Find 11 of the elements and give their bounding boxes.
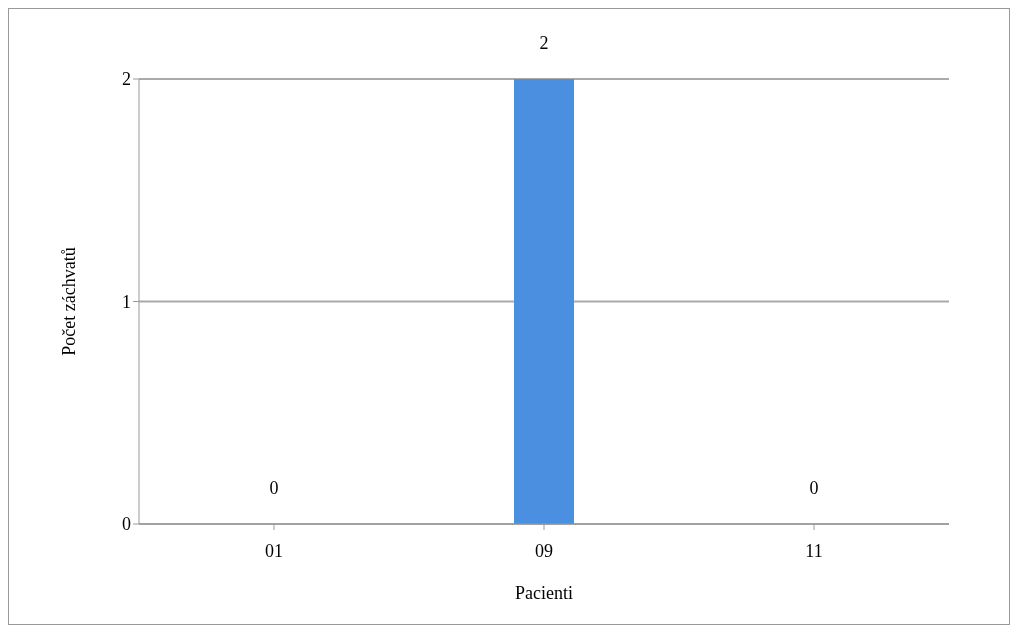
x-axis-title: Pacienti (515, 583, 573, 603)
data-label: 2 (539, 33, 549, 53)
data-label: 0 (809, 478, 819, 498)
x-tick-label: 11 (805, 540, 823, 561)
y-axis-title: Počet záchvatů (59, 247, 80, 356)
y-tick-label: 0 (122, 514, 131, 535)
x-tick-label: 01 (265, 540, 283, 561)
data-label: 0 (269, 478, 279, 498)
y-tick-label: 2 (122, 69, 131, 90)
y-tick-label: 1 (122, 291, 131, 312)
x-tick-label: 09 (535, 540, 553, 561)
